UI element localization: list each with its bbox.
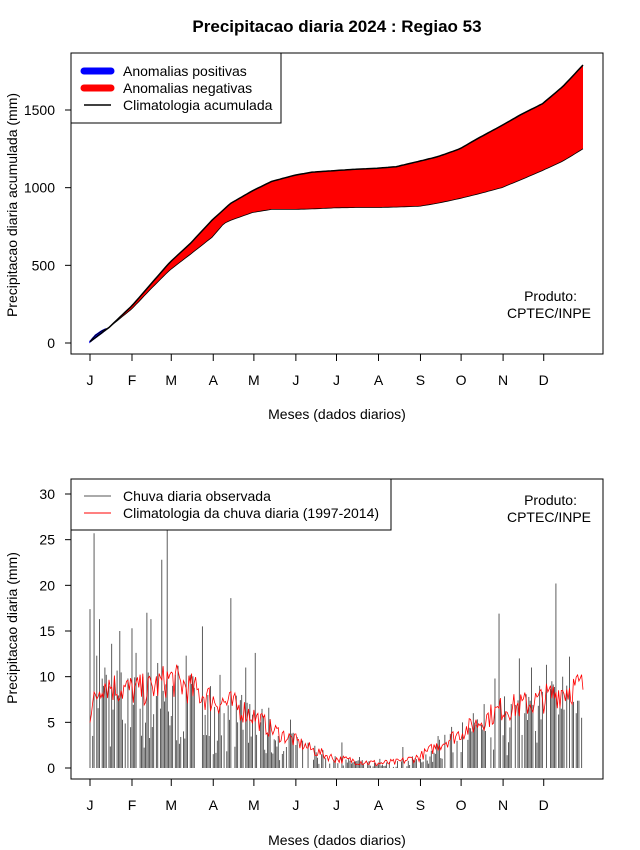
top-x-tick-label: O bbox=[456, 372, 467, 388]
top-x-tick-label: J bbox=[292, 372, 299, 388]
bottom-x-tick-label: J bbox=[292, 797, 299, 813]
bottom-legend-box bbox=[70, 478, 392, 531]
legend-label-positive: Anomalias positivas bbox=[123, 63, 247, 79]
bottom-x-tick-label: A bbox=[209, 797, 219, 813]
top-y-tick-label: 500 bbox=[32, 257, 56, 273]
bottom-x-tick-label: N bbox=[498, 797, 508, 813]
bottom-x-tick-label: J bbox=[333, 797, 340, 813]
bottom-y-tick-label: 15 bbox=[39, 623, 55, 639]
top-x-tick-label: J bbox=[87, 372, 94, 388]
top-chart-marks bbox=[89, 64, 584, 344]
bottom-x-tick-label: F bbox=[128, 797, 137, 813]
bottom-x-tick-label: J bbox=[87, 797, 94, 813]
bottom-y-tick-label: 30 bbox=[39, 486, 55, 502]
top-y-tick-label: 0 bbox=[47, 335, 55, 351]
top-legend: Anomalias positivas Anomalias negativas … bbox=[70, 52, 282, 124]
bottom-chart-marks bbox=[89, 521, 584, 768]
top-x-axis-label: Meses (dados diarios) bbox=[268, 406, 406, 422]
bottom-x-tick-label: M bbox=[248, 797, 260, 813]
top-y-tick-label: 1500 bbox=[24, 102, 55, 118]
daily-climatology-line bbox=[89, 664, 584, 767]
climatology-accumulated-line bbox=[89, 64, 584, 343]
bottom-y-tick-label: 5 bbox=[47, 714, 55, 730]
bottom-y-tick-label: 25 bbox=[39, 532, 55, 548]
bottom-x-tick-label: O bbox=[456, 797, 467, 813]
legend-label-negative: Anomalias negativas bbox=[123, 80, 252, 96]
top-x-tick-label: N bbox=[498, 372, 508, 388]
top-x-tick-label: J bbox=[333, 372, 340, 388]
top-y-tick-label: 1000 bbox=[24, 180, 55, 196]
bottom-axes: 0 5 10 15 20 25 30 J F M A M J J A S O N D bbox=[39, 486, 548, 813]
top-y-axis-label: Precipitacao diaria acumulada (mm) bbox=[4, 93, 20, 317]
legend-label-daily-climatology: Climatologia da chuva diaria (1997-2014) bbox=[123, 505, 379, 521]
negative-anomaly-area bbox=[90, 65, 583, 342]
bottom-product-label: Produto: bbox=[524, 492, 577, 508]
top-x-tick-label: D bbox=[539, 372, 549, 388]
legend-label-climatology: Climatologia acumulada bbox=[123, 97, 273, 113]
top-product-source: CPTEC/INPE bbox=[507, 305, 591, 321]
top-x-tick-label: A bbox=[209, 372, 219, 388]
top-product-label: Produto: bbox=[524, 288, 577, 304]
bottom-y-tick-label: 10 bbox=[39, 669, 55, 685]
bottom-x-tick-label: D bbox=[539, 797, 549, 813]
bottom-product-source: CPTEC/INPE bbox=[507, 509, 591, 525]
bottom-legend: Chuva diaria observada Climatologia da c… bbox=[70, 478, 392, 531]
bottom-x-tick-label: A bbox=[374, 797, 384, 813]
bottom-y-tick-label: 20 bbox=[39, 577, 55, 593]
bottom-y-axis-label: Precipitacao diaria (mm) bbox=[4, 552, 20, 704]
top-x-tick-label: F bbox=[128, 372, 137, 388]
bottom-x-tick-label: M bbox=[165, 797, 177, 813]
bottom-y-tick-label: 0 bbox=[47, 760, 55, 776]
chart-title: Precipitacao diaria 2024 : Regiao 53 bbox=[192, 17, 481, 36]
top-x-tick-label: A bbox=[374, 372, 384, 388]
bottom-x-axis-label: Meses (dados diarios) bbox=[268, 832, 406, 848]
observed-accumulated-line bbox=[89, 148, 584, 342]
top-x-tick-label: M bbox=[248, 372, 260, 388]
legend-label-observed: Chuva diaria observada bbox=[123, 488, 271, 504]
top-axes: 0 500 1000 1500 J F M A M J J A S O N D bbox=[24, 102, 549, 388]
top-x-tick-label: S bbox=[416, 372, 425, 388]
top-x-tick-label: M bbox=[165, 372, 177, 388]
bottom-x-tick-label: S bbox=[416, 797, 425, 813]
